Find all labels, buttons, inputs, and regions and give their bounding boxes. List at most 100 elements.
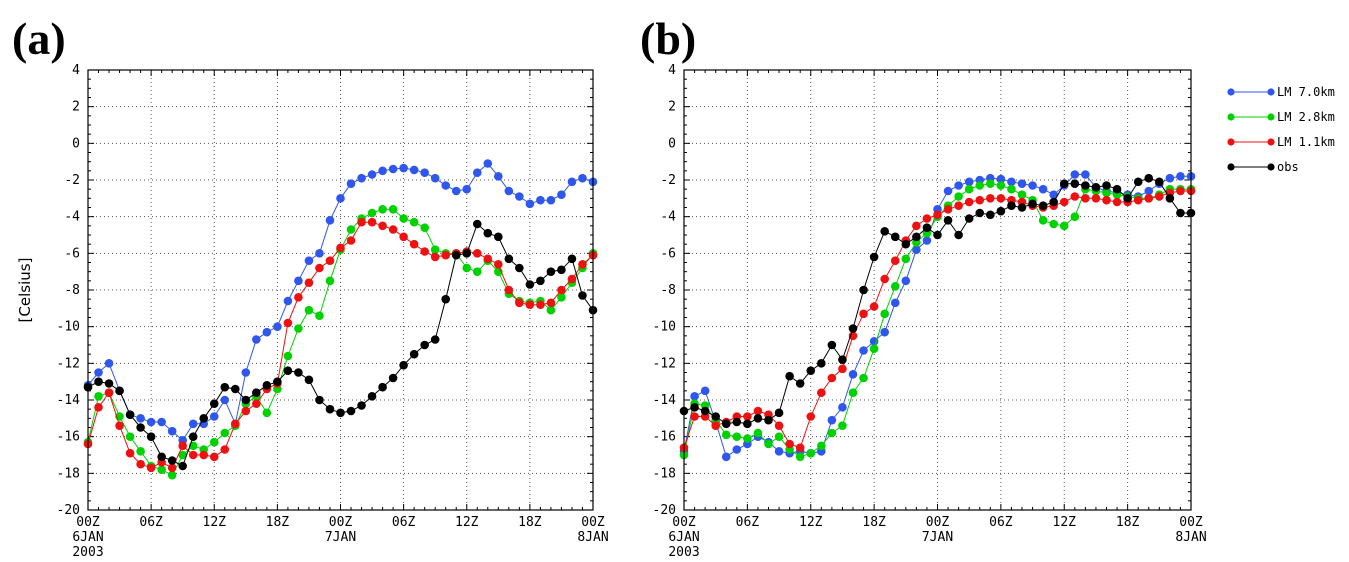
y-tick-label: -20: [653, 503, 676, 518]
data-point: [890, 282, 900, 291]
data-point: [1155, 177, 1164, 187]
data-point: [367, 208, 377, 218]
data-point: [986, 179, 995, 188]
data-point: [890, 298, 900, 308]
data-point: [954, 181, 963, 190]
data-point: [1133, 195, 1143, 205]
data-point: [912, 232, 921, 242]
data-point: [806, 448, 816, 458]
data-point: [94, 403, 103, 412]
data-point: [912, 245, 921, 254]
y-tick-label: -12: [57, 356, 80, 371]
data-point: [515, 263, 524, 273]
data-point: [546, 305, 556, 315]
data-point: [262, 327, 272, 337]
data-point: [525, 280, 535, 289]
y-tick-label: -6: [64, 246, 80, 261]
data-point: [230, 384, 240, 394]
data-point: [1081, 181, 1090, 190]
data-point: [220, 382, 230, 392]
y-tick-label: -2: [64, 173, 80, 188]
x-tick-label: 00Z: [672, 515, 696, 530]
data-point: [838, 364, 847, 374]
series-obs: [83, 219, 598, 471]
data-point: [753, 428, 763, 438]
chart-panel-b: (b)-20-18-16-14-12-10-8-6-4-202400Z6JAN2…: [640, 13, 1335, 560]
data-point: [399, 232, 408, 242]
data-point: [378, 221, 387, 231]
data-point: [1017, 203, 1027, 212]
data-point: [451, 186, 461, 196]
data-point: [1144, 173, 1154, 183]
x-tick-sublabel: 7JAN: [922, 530, 953, 545]
data-point: [546, 298, 556, 308]
series-lm-1-1km: [83, 217, 598, 473]
data-point: [890, 256, 900, 265]
data-point: [774, 447, 784, 456]
data-point: [125, 432, 135, 441]
x-tick-sublabel: 6JAN: [72, 530, 103, 545]
legend: LM 7.0km LM 2.8km LM 1.1km obs: [1227, 85, 1335, 174]
legend-marker: [1227, 163, 1235, 171]
data-point: [869, 344, 879, 353]
data-point: [954, 192, 963, 201]
legend-marker: [1267, 138, 1275, 146]
data-point: [1144, 194, 1154, 203]
data-point: [304, 256, 314, 265]
data-point: [901, 239, 911, 249]
data-point: [1102, 181, 1111, 190]
data-point: [933, 230, 942, 240]
data-point: [262, 408, 272, 418]
series-obs: [679, 173, 1196, 429]
y-tick-label: -16: [653, 430, 676, 445]
data-point: [504, 285, 514, 295]
data-point: [1017, 179, 1027, 188]
data-point: [1070, 212, 1080, 221]
data-point: [785, 439, 794, 449]
data-point: [869, 252, 879, 262]
data-point: [378, 166, 387, 176]
data-point: [157, 452, 166, 462]
data-point: [732, 417, 742, 427]
x-tick-label: 18Z: [862, 515, 886, 530]
data-point: [838, 421, 847, 430]
data-point: [848, 324, 858, 333]
legend-marker: [1227, 113, 1235, 121]
data-point: [420, 223, 429, 232]
y-tick-label: -2: [660, 173, 676, 188]
data-point: [859, 346, 868, 355]
data-point: [986, 210, 995, 220]
data-point: [890, 232, 900, 242]
data-point: [104, 359, 114, 368]
data-point: [557, 293, 566, 302]
data-point: [536, 300, 545, 309]
data-point: [483, 159, 493, 168]
data-point: [273, 322, 282, 331]
data-point: [996, 206, 1006, 216]
legend-marker: [1267, 113, 1275, 121]
x-tick-label: 06Z: [392, 515, 416, 530]
data-point: [388, 373, 398, 383]
data-point: [483, 228, 493, 238]
y-tick-label: 2: [72, 100, 80, 115]
data-point: [336, 408, 345, 418]
data-point: [1017, 190, 1027, 199]
data-point: [1007, 177, 1016, 187]
data-point: [220, 428, 230, 438]
data-point: [315, 249, 324, 258]
data-point: [1102, 188, 1111, 198]
data-point: [378, 205, 387, 214]
data-point: [325, 276, 335, 286]
y-tick-label: -14: [57, 393, 81, 408]
legend-marker: [1227, 88, 1235, 96]
x-tick-label: 12Z: [203, 515, 227, 530]
data-point: [241, 395, 251, 405]
data-point: [901, 254, 911, 264]
legend-marker: [1227, 138, 1235, 146]
data-point: [157, 417, 166, 427]
data-point: [125, 410, 135, 419]
data-point: [859, 309, 868, 319]
data-point: [943, 186, 953, 196]
data-point: [357, 173, 366, 183]
